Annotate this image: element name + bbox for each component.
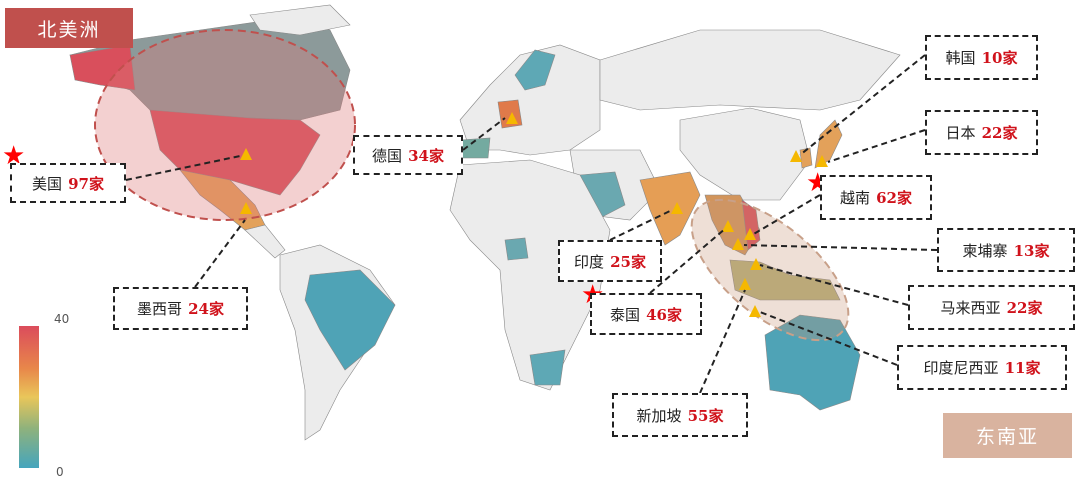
marker-germany (506, 112, 518, 124)
label-malaysia: 马来西亚 22家 (908, 285, 1075, 330)
southeast-asia-highlight (690, 198, 850, 342)
country-name: 印度尼西亚 (923, 359, 999, 377)
north-america-label: 北美洲 (5, 8, 133, 48)
marker-mexico (240, 202, 252, 214)
country-name: 印度 (574, 252, 605, 271)
company-count: 46家 (646, 305, 682, 324)
leader-india (609, 209, 673, 241)
china (679, 107, 811, 201)
company-count: 25家 (610, 252, 646, 271)
label-mexico: 墨西哥 24家 (113, 287, 248, 330)
label-cambodia: 柬埔寨 13家 (937, 228, 1075, 272)
color-scale-legend (19, 326, 39, 468)
company-count: 22家 (1006, 299, 1043, 317)
company-count: 24家 (188, 300, 224, 318)
label-japan: 日本 22家 (925, 110, 1038, 155)
company-count: 55家 (687, 406, 724, 425)
label-thailand: 泰国 46家 (590, 293, 702, 335)
africa (449, 159, 611, 391)
marker-vietnam (744, 228, 756, 240)
marker-korea (790, 150, 802, 162)
europe (459, 44, 601, 156)
scandinavia (514, 49, 556, 91)
legend-max: 40 (54, 312, 70, 326)
russia-asia (599, 29, 901, 111)
label-indonesia: 印度尼西亚 11家 (897, 345, 1067, 390)
marker-india (671, 202, 683, 214)
country-name: 越南 (840, 189, 871, 207)
leader-japan (827, 129, 926, 163)
country-name: 墨西哥 (137, 300, 183, 318)
marker-japan (816, 155, 828, 167)
company-count: 34家 (408, 146, 444, 165)
label-germany: 德国 34家 (353, 135, 463, 175)
country-name: 泰国 (610, 305, 641, 324)
india (639, 171, 701, 246)
company-count: 62家 (876, 189, 912, 207)
country-name: 柬埔寨 (962, 241, 1008, 260)
leader-mexico (194, 219, 246, 288)
country-name: 新加坡 (636, 406, 682, 425)
marker-indonesia (749, 305, 761, 317)
marker-thailand (722, 220, 734, 232)
country-name: 马来西亚 (940, 299, 1001, 317)
company-count: 97家 (68, 174, 104, 193)
leader-malaysia (759, 264, 909, 306)
company-count: 11家 (1004, 359, 1041, 377)
country-name: 日本 (945, 124, 976, 142)
label-korea: 韩国 10家 (925, 35, 1038, 80)
label-vietnam: 越南 62家 (820, 175, 932, 220)
label-usa: 美国 97家 (10, 163, 126, 203)
canada (69, 19, 351, 121)
marker-usa (240, 148, 252, 160)
star-icon-usa: ★ (2, 141, 26, 171)
label-singapore: 新加坡 55家 (612, 393, 748, 437)
leader-korea (799, 54, 926, 156)
leader-cambodia (743, 244, 938, 251)
company-count: 13家 (1013, 241, 1050, 260)
label-india: 印度 25家 (558, 240, 662, 282)
leader-vietnam (751, 194, 821, 236)
company-count: 10家 (981, 49, 1018, 67)
leader-germany (462, 117, 506, 151)
north-america-highlight (94, 29, 356, 221)
country-name: 韩国 (945, 49, 976, 67)
country-name: 德国 (372, 146, 403, 165)
nigeria (504, 237, 529, 261)
country-name: 美国 (32, 174, 63, 193)
australia (764, 314, 861, 411)
leader-thailand (649, 227, 727, 294)
leader-singapore (699, 289, 746, 394)
marker-cambodia (732, 238, 744, 250)
brazil (304, 269, 396, 371)
southeast-asia-label: 东南亚 (943, 413, 1072, 458)
leader-indonesia (759, 311, 898, 366)
south-africa (529, 349, 566, 386)
greenland (249, 4, 351, 36)
company-count: 22家 (981, 124, 1018, 142)
legend-min: 0 (56, 465, 64, 479)
central-america (244, 224, 286, 259)
marker-malaysia (750, 258, 762, 270)
marker-singapore (739, 278, 751, 290)
